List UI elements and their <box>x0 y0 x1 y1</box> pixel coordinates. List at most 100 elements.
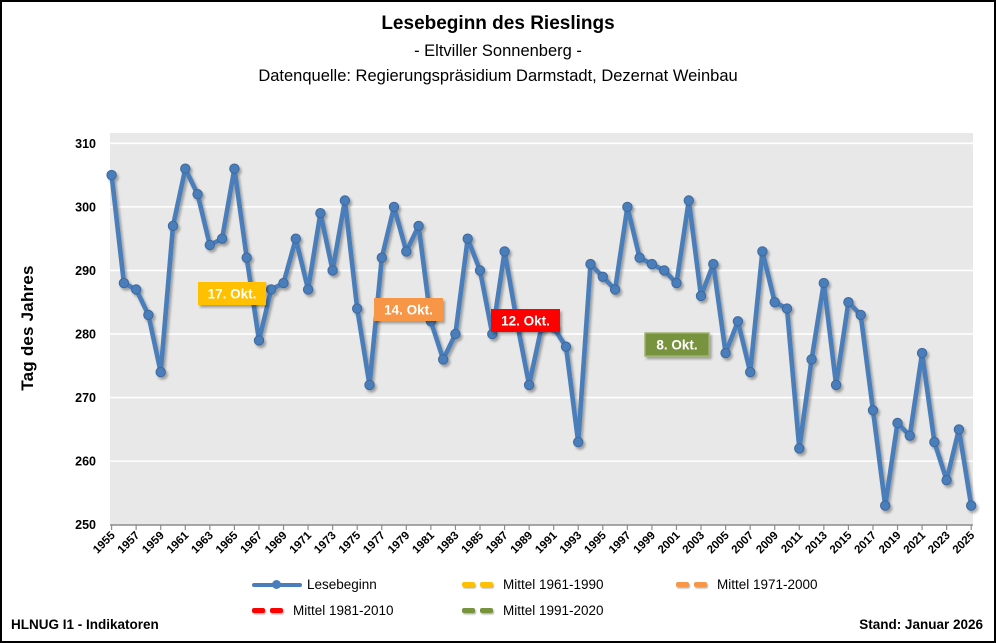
data-point <box>143 309 154 321</box>
data-point <box>560 341 572 352</box>
legend-item-mittel-1991-2020: Mittel 1991-2020 <box>462 603 676 618</box>
x-tick-label: 1957 <box>116 530 143 557</box>
x-tick-label: 1991 <box>533 529 560 556</box>
x-tick-label: 1967 <box>238 530 265 557</box>
chart-title: Lesebeginn des Rieslings <box>381 13 615 34</box>
data-point <box>401 246 412 257</box>
data-point <box>339 195 351 206</box>
x-tick-label: 1995 <box>582 529 609 556</box>
data-point <box>462 233 473 244</box>
x-tick-label: 2001 <box>656 529 683 556</box>
mean-label-rect <box>644 332 710 357</box>
data-point <box>167 220 179 232</box>
mean-label-box: 17. Okt. <box>198 282 266 305</box>
data-point <box>830 379 842 391</box>
data-point <box>843 297 854 308</box>
legend: Lesebeginn Mittel 1961-1990 Mittel 1971-… <box>252 577 912 629</box>
x-tick-label: 2009 <box>754 530 781 557</box>
y-tick-label: 310 <box>75 137 96 151</box>
x-tick-label: 1997 <box>607 530 634 557</box>
data-point <box>781 303 793 314</box>
data-point <box>720 347 731 359</box>
x-tick-label: 1977 <box>361 530 388 557</box>
data-point <box>855 309 866 321</box>
mean-label-text: 8. Okt. <box>656 338 697 353</box>
legend-label: Lesebeginn <box>307 577 377 592</box>
mean-label-box: 8. Okt. <box>644 332 710 357</box>
data-point <box>499 246 510 257</box>
data-point <box>745 366 756 378</box>
x-tick-label: 1999 <box>631 530 658 557</box>
data-point <box>352 303 363 314</box>
data-point <box>155 366 166 378</box>
data-point <box>315 208 326 219</box>
footer-date-label: Stand: Januar 2026 <box>859 617 983 632</box>
data-point <box>388 201 400 213</box>
legend-item-mittel-1981-2010: Mittel 1981-2010 <box>252 603 462 618</box>
data-point <box>106 169 117 181</box>
y-tick-label: 280 <box>75 328 96 342</box>
data-point <box>941 475 952 486</box>
y-tick-label: 300 <box>75 200 96 214</box>
x-tick-label: 1979 <box>386 530 413 557</box>
x-tick-label: 2019 <box>877 530 904 557</box>
data-point <box>880 500 891 511</box>
x-tick-label: 1971 <box>288 529 315 556</box>
data-point <box>695 290 707 302</box>
data-point <box>192 189 203 200</box>
data-point <box>646 258 658 270</box>
y-tick-label: 260 <box>75 455 96 469</box>
data-point <box>929 436 940 448</box>
data-point <box>892 417 903 429</box>
data-point <box>413 220 424 232</box>
data-point <box>585 258 596 270</box>
x-tick-label: 2023 <box>926 530 953 557</box>
y-tick-label: 250 <box>75 518 96 532</box>
data-point <box>659 265 670 276</box>
mean-label-rect <box>198 282 266 305</box>
legend-label: Mittel 1991-2020 <box>503 603 604 618</box>
data-point <box>904 430 915 441</box>
x-tick-label: 1973 <box>312 530 339 557</box>
x-tick-label: 1983 <box>435 530 462 557</box>
lesebeginn-series <box>106 163 977 511</box>
data-point <box>204 239 216 251</box>
data-point <box>278 277 289 289</box>
data-point <box>131 284 142 295</box>
x-tick-label: 2015 <box>828 529 855 556</box>
legend-item-mittel-1961-1990: Mittel 1961-1990 <box>462 577 676 592</box>
legend-label: Mittel 1971-2000 <box>717 577 818 592</box>
data-point <box>523 379 535 391</box>
data-point <box>450 328 461 340</box>
data-point <box>229 163 240 174</box>
data-point <box>253 335 265 346</box>
x-tick-label: 2021 <box>902 529 929 556</box>
data-point <box>180 163 191 174</box>
data-point <box>708 258 719 270</box>
title-block: Lesebeginn des Rieslings - Eltviller Son… <box>2 13 994 86</box>
x-tick-label: 1975 <box>337 529 364 556</box>
x-tick-label: 2017 <box>852 530 879 557</box>
data-point <box>794 443 805 454</box>
legend-row-2: Mittel 1981-2010 Mittel 1991-2020 <box>252 603 912 618</box>
y-tick-label: 290 <box>75 264 96 278</box>
x-tick-label: 2005 <box>705 529 732 556</box>
data-point <box>757 246 768 257</box>
x-tick-label: 1965 <box>214 529 241 556</box>
x-tick-label: 1963 <box>189 530 216 557</box>
legend-item-mittel-1971-2000: Mittel 1971-2000 <box>676 577 818 592</box>
footer-org-label: HLNUG I1 - Indikatoren <box>11 617 159 632</box>
data-point <box>683 195 694 206</box>
mean-label-rect <box>491 309 560 332</box>
legend-item-lesebeginn: Lesebeginn <box>252 577 462 592</box>
x-tick-label: 1955 <box>91 529 118 556</box>
data-point <box>290 233 301 244</box>
data-point <box>671 277 682 289</box>
x-tick-label: 1985 <box>460 529 487 556</box>
dash-swatch-icon <box>462 582 498 587</box>
data-point <box>597 271 608 282</box>
x-tick-label: 1993 <box>558 530 585 557</box>
data-point <box>118 277 130 289</box>
mean-label-text: 17. Okt. <box>208 287 257 302</box>
